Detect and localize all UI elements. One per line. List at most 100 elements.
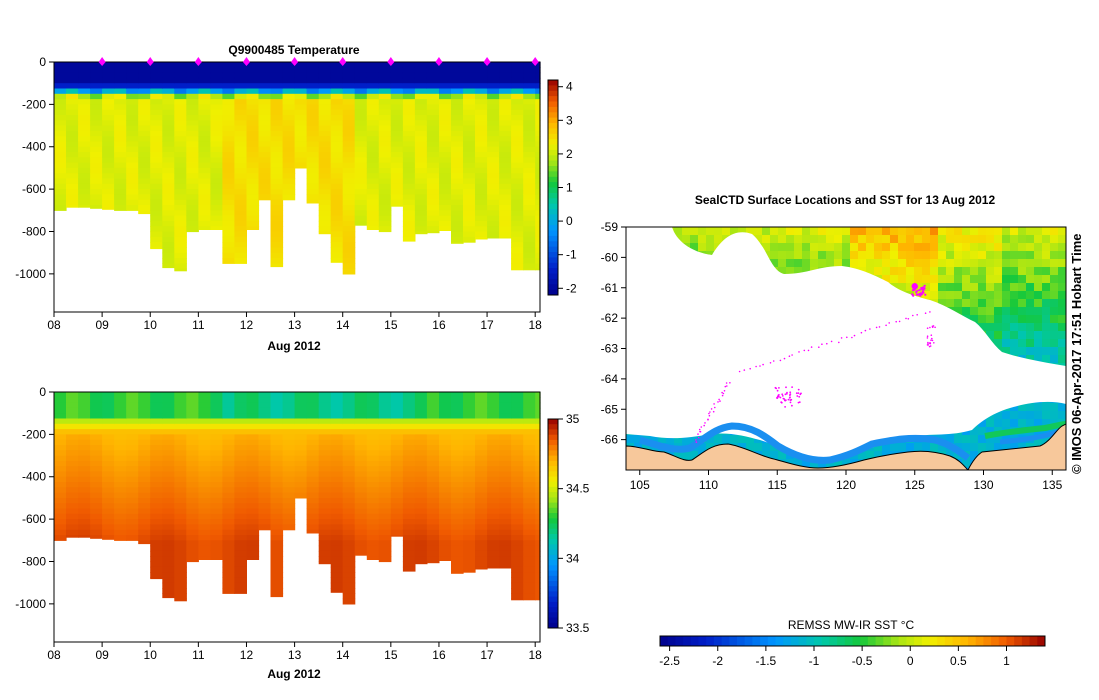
salinity-cell [390,503,404,510]
salinity-cell [174,482,187,488]
temperature-cell [318,62,332,68]
salinity-cell [78,423,91,430]
salinity-cell [318,540,332,547]
temperature-cell [390,130,404,137]
temperature-cell [439,167,452,174]
temperature-cell [378,183,392,190]
temperature-cell [475,115,488,121]
temperature-cell [511,215,524,222]
temperature-cell [150,130,163,137]
temperature-cell [511,210,524,217]
sst-cell [706,443,715,452]
temperature-cell [354,199,368,206]
temperature-cell [246,104,260,111]
seal-location [781,395,784,397]
temperature-cell [426,125,440,132]
temperature-cell [511,141,524,148]
temperature-cell [90,109,103,116]
seal-location [912,314,914,317]
sst-colorbar-segment [844,636,853,646]
temperature-cell [66,167,79,174]
sst-cell [1034,315,1043,324]
salinity-cell [330,519,344,525]
temperature-cell [198,210,211,217]
temperature-cell [330,167,344,174]
temperature-cell [306,136,320,143]
salinity-cell [451,561,464,568]
salinity-cell [102,535,115,540]
salinity-cell [523,439,536,446]
salinity-cell [342,413,356,420]
sst-cell [1050,339,1059,348]
salinity-cell [330,524,344,531]
temperature-cell [366,167,380,174]
salinity-cell [451,503,464,510]
salinity-xaxis-label: Aug 2012 [267,667,321,681]
colorbar-segment [548,596,558,603]
salinity-cell [66,513,79,520]
temperature-cell [511,226,524,233]
salinity-cell [414,418,428,425]
map-title: SealCTD Surface Locations and SST for 13… [695,193,996,207]
temperature-cell [318,183,332,190]
temperature-cell [138,77,151,84]
temperature-cell [102,167,115,174]
salinity-cell [426,492,440,499]
colorbar-segment [548,289,558,296]
salinity-cell [54,535,67,541]
salinity-cell [499,455,512,462]
salinity-cell [535,497,541,504]
sst-cell [930,251,939,260]
seal-location [797,392,800,394]
temperature-cell [499,162,512,169]
sst-cell [930,227,939,236]
temperature-cell [246,62,260,68]
temperature-cell [66,157,79,164]
temperature-cell [198,72,211,79]
temperature-cell [126,162,139,169]
temperature-cell [90,157,103,164]
sst-cell [1018,315,1027,324]
colorbar-segment [548,460,558,467]
salinity-cell [150,455,163,462]
salinity-cell [186,450,199,457]
salinity-cell [523,519,536,525]
temperature-cell [535,268,541,271]
sst-cell [994,251,1003,260]
salinity-cell [451,572,464,574]
temperature-cell [294,125,308,132]
salinity-cell [186,402,199,409]
salinity-cell [234,582,247,589]
seal-location [800,392,802,395]
temperature-cell [366,194,380,201]
salinity-cell [535,397,541,404]
salinity-cell [234,566,247,573]
salinity-cell [390,487,404,494]
salinity-cell [66,535,79,538]
temperature-cell [246,93,260,100]
sst-cell [930,443,939,452]
temperature-cell [126,183,139,190]
temperature-cell [342,157,356,164]
salinity-cell [354,402,368,409]
salinity-cell [210,508,223,515]
salinity-cell [102,402,115,409]
salinity-cell [523,535,536,541]
sst-cell [1034,251,1043,260]
salinity-cell [487,540,500,547]
salinity-cell [234,540,247,547]
salinity-cell [102,460,115,467]
temperature-cell [523,189,536,195]
temperature-cell [318,120,332,127]
temperature-cell [342,247,356,254]
salinity-cell [270,529,284,536]
salinity-cell [451,545,464,552]
salinity-cell [270,487,284,494]
sst-cell [1002,307,1011,316]
salinity-cell [451,519,464,525]
temperature-cell [150,236,163,243]
salinity-cell [162,545,175,552]
temperature-cell [138,152,151,158]
salinity-cell [330,540,344,547]
temperature-cell [523,152,536,158]
